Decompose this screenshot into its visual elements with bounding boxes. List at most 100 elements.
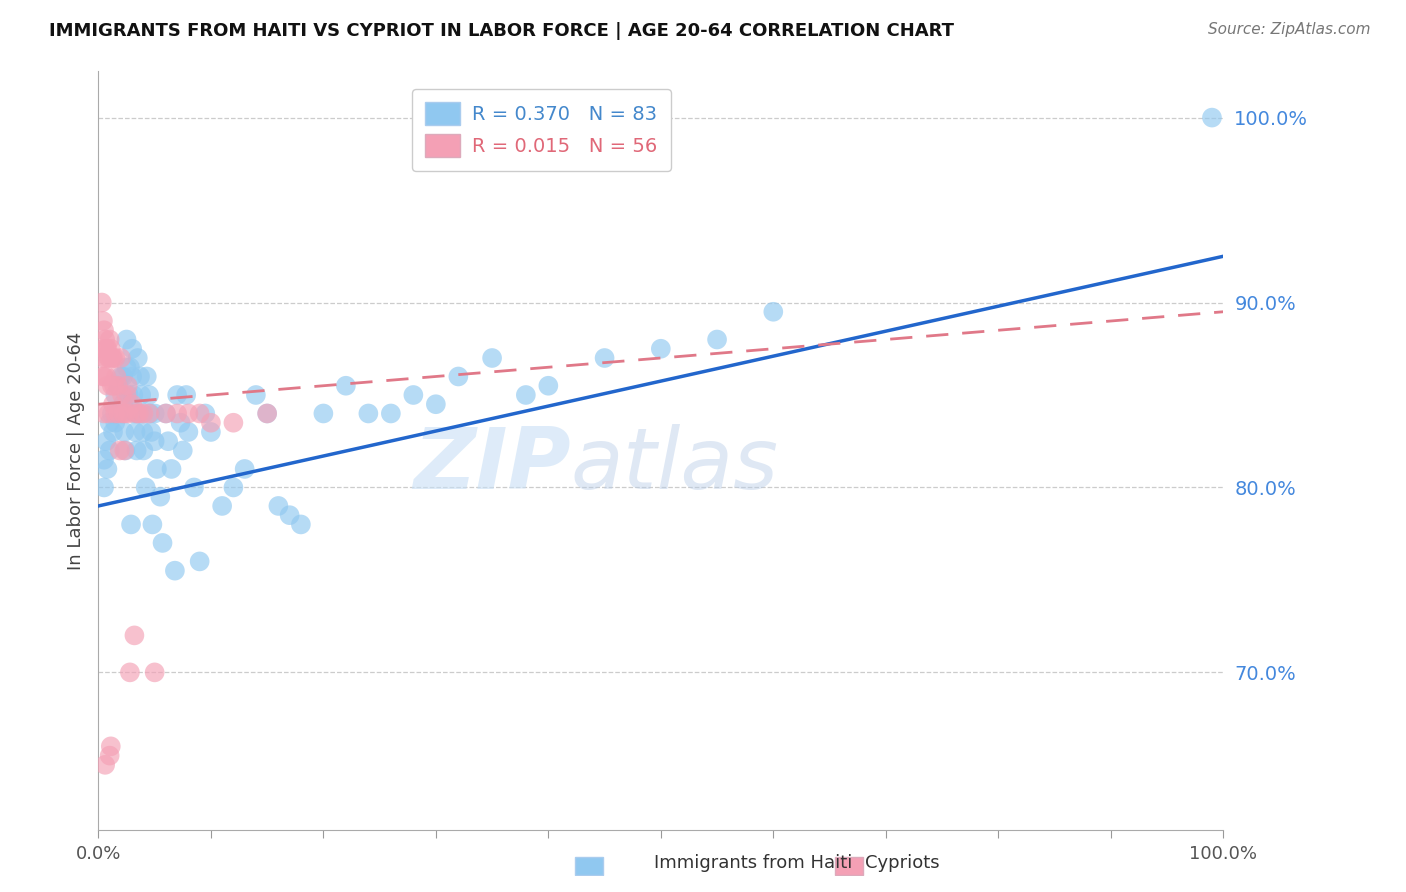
Point <box>118 360 141 375</box>
Point <box>104 407 127 421</box>
Point <box>425 397 447 411</box>
Point <box>143 665 166 680</box>
Point <box>762 305 785 319</box>
Point <box>98 351 121 365</box>
Point <box>447 369 470 384</box>
Point <box>125 443 148 458</box>
Point <box>124 425 146 439</box>
Point <box>94 351 117 365</box>
Point <box>149 490 172 504</box>
Point <box>155 407 177 421</box>
Point <box>177 425 200 439</box>
Point <box>593 351 616 365</box>
Point <box>105 369 128 384</box>
Point <box>177 407 200 421</box>
Point <box>706 333 728 347</box>
Point <box>222 480 245 494</box>
Point <box>131 407 153 421</box>
Point <box>112 407 135 421</box>
Point <box>211 499 233 513</box>
Point <box>127 407 149 421</box>
Point <box>104 388 127 402</box>
Point <box>128 407 150 421</box>
Point <box>101 351 124 365</box>
Point <box>114 407 136 421</box>
Point <box>245 388 267 402</box>
Point <box>115 388 138 402</box>
Point <box>233 462 256 476</box>
Point <box>107 407 129 421</box>
Point <box>256 407 278 421</box>
Point <box>98 748 121 763</box>
Point <box>104 351 127 365</box>
Point <box>112 369 135 384</box>
Point <box>107 378 129 392</box>
Point <box>98 333 121 347</box>
Point <box>515 388 537 402</box>
Point <box>115 360 138 375</box>
Point <box>111 388 134 402</box>
Point <box>93 369 115 384</box>
Point <box>172 443 194 458</box>
Point <box>152 536 174 550</box>
Text: Source: ZipAtlas.com: Source: ZipAtlas.com <box>1208 22 1371 37</box>
Point <box>97 407 120 421</box>
Point <box>290 517 312 532</box>
Point <box>129 388 152 402</box>
Point <box>357 407 380 421</box>
Point <box>96 462 118 476</box>
Point <box>93 452 115 467</box>
Point <box>110 369 132 384</box>
Point <box>110 351 132 365</box>
Point <box>121 342 143 356</box>
Point <box>120 517 142 532</box>
Point <box>93 323 115 337</box>
Text: atlas: atlas <box>571 424 779 508</box>
Point <box>117 378 139 392</box>
Point <box>93 407 115 421</box>
Point <box>278 508 301 523</box>
Point <box>93 342 115 356</box>
Point <box>138 388 160 402</box>
Point <box>335 378 357 392</box>
Point <box>129 369 152 384</box>
Point <box>121 369 143 384</box>
Point <box>107 378 129 392</box>
Point <box>1201 111 1223 125</box>
Point <box>200 416 222 430</box>
Point <box>163 564 186 578</box>
Text: Immigrants from Haiti: Immigrants from Haiti <box>654 855 852 872</box>
Point <box>135 369 157 384</box>
Point <box>118 407 141 421</box>
Point <box>125 407 148 421</box>
Point <box>103 378 125 392</box>
Point <box>101 407 124 421</box>
Point <box>122 388 145 402</box>
Point <box>121 397 143 411</box>
Point <box>118 388 141 402</box>
Point <box>188 407 211 421</box>
Point <box>115 333 138 347</box>
Point <box>267 499 290 513</box>
Point <box>101 425 124 439</box>
Point <box>166 388 188 402</box>
Point <box>91 314 114 328</box>
Point <box>101 397 124 411</box>
Point <box>141 517 163 532</box>
Point <box>94 333 117 347</box>
Point <box>127 351 149 365</box>
Point <box>100 739 122 754</box>
Point <box>146 462 169 476</box>
Point <box>312 407 335 421</box>
Point <box>96 378 118 392</box>
Point <box>98 416 121 430</box>
Point <box>98 443 121 458</box>
Point <box>183 480 205 494</box>
Point <box>96 434 118 449</box>
Point <box>143 434 166 449</box>
Point <box>112 425 135 439</box>
Point <box>141 425 163 439</box>
Point <box>256 407 278 421</box>
Point <box>143 407 166 421</box>
Point <box>200 425 222 439</box>
